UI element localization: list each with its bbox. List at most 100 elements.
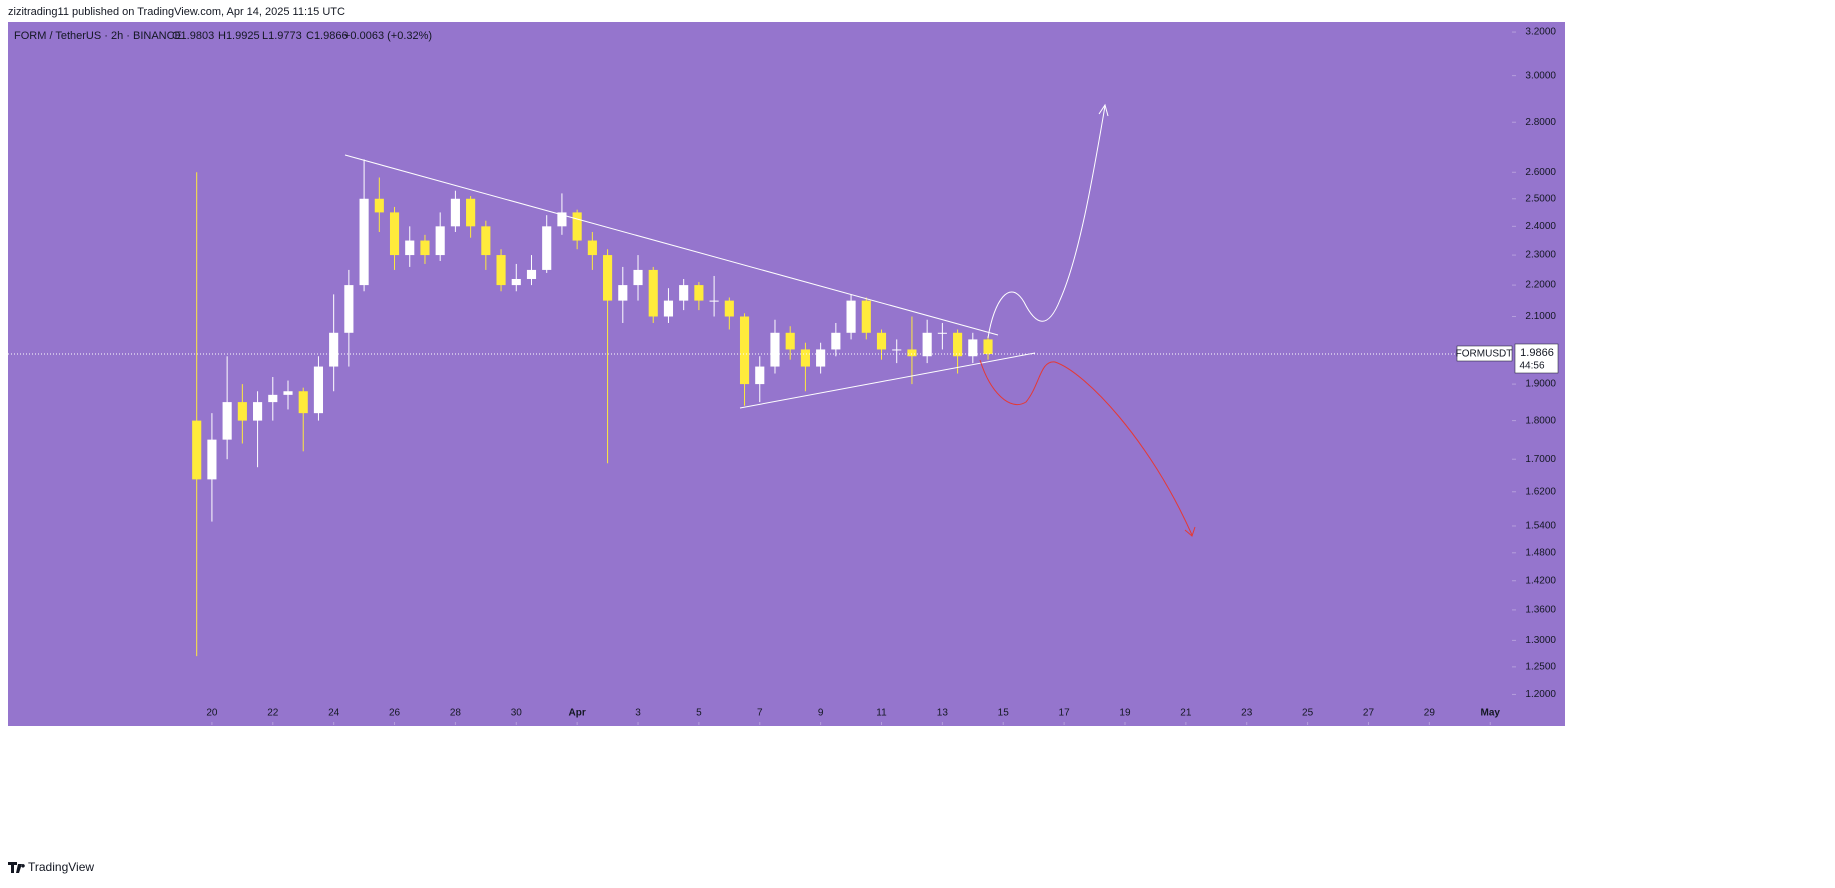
x-tick-label: 13 (937, 708, 949, 719)
chart-background (8, 22, 1565, 726)
candle-body (359, 198, 369, 286)
y-tick-label: 2.6000 (1525, 167, 1556, 178)
x-tick-label: 21 (1180, 708, 1192, 719)
candle-body (770, 332, 780, 367)
candle-body (755, 366, 765, 385)
y-tick-label: 2.2000 (1525, 280, 1556, 291)
y-tick-label: 2.4000 (1525, 221, 1556, 232)
x-tick-label: Apr (569, 708, 586, 719)
candle-body (496, 255, 506, 286)
x-tick-label: 28 (450, 708, 462, 719)
candle-body (572, 212, 582, 241)
x-tick-label: 25 (1302, 708, 1314, 719)
legend-low: L1.9773 (262, 30, 302, 42)
candle-body (374, 198, 384, 213)
candle-body (222, 402, 232, 440)
candle-body (953, 332, 963, 357)
x-tick-label: 29 (1424, 708, 1436, 719)
candle-body (694, 285, 704, 301)
y-tick-label: 1.9000 (1525, 379, 1556, 390)
candle-body (481, 226, 491, 256)
brand-name: TradingView (28, 860, 94, 874)
y-tick-label: 3.0000 (1525, 70, 1556, 81)
brand-logo (8, 862, 25, 873)
x-tick-label: 23 (1241, 708, 1253, 719)
y-tick-label: 3.2000 (1525, 27, 1556, 38)
legend: FORM / TetherUS · 2h · BINANCE O1.9803 H… (14, 30, 432, 42)
x-tick-label: May (1480, 708, 1500, 719)
legend-high: H1.9925 (218, 30, 260, 42)
x-tick-label: 11 (876, 708, 887, 719)
y-tick-label: 1.4200 (1525, 575, 1556, 586)
bullish-arrowhead (1098, 103, 1109, 117)
y-tick-label: 1.3000 (1525, 635, 1556, 646)
candle-body (207, 439, 217, 480)
candle-body (526, 269, 537, 279)
y-tick-label: 2.5000 (1525, 193, 1556, 204)
candle-body (724, 300, 734, 317)
candle-body (846, 300, 856, 333)
candle-body (663, 300, 674, 317)
brand: TradingView (8, 860, 94, 874)
candle-body (268, 394, 278, 403)
y-tick-label: 1.3600 (1525, 605, 1556, 616)
last-price-tag (1514, 343, 1559, 374)
x-tick-label: 24 (328, 708, 340, 719)
x-tick-label: 20 (206, 708, 218, 719)
candle-body (907, 349, 917, 357)
candle-body (389, 212, 400, 256)
candle-body (739, 316, 750, 385)
candle-body (861, 300, 871, 333)
lower-trendline (739, 352, 1036, 409)
candle-body (603, 255, 613, 301)
candle-body (253, 402, 263, 421)
x-tick-label: 9 (818, 708, 824, 719)
y-tick-label: 1.7000 (1525, 454, 1556, 465)
candle-body (785, 332, 795, 350)
candle-body (633, 269, 643, 286)
candle-body (557, 212, 567, 227)
x-tick-label: 27 (1363, 708, 1375, 719)
candle-body (800, 349, 810, 367)
x-tick-label: 3 (635, 708, 641, 719)
symbol-tag (1456, 345, 1513, 362)
candle-body (466, 198, 476, 227)
symbol-tag-text: FORMUSDT (1456, 349, 1513, 360)
x-tick-label: 26 (389, 708, 401, 719)
y-tick-label: 1.5400 (1525, 521, 1556, 532)
candle-body (937, 332, 947, 334)
legend-change: +0.0063 (+0.32%) (344, 30, 432, 42)
y-tick-label: 1.4800 (1525, 547, 1556, 558)
candle-body (313, 366, 324, 414)
candle-body (831, 332, 841, 350)
y-tick-label: 1.6200 (1525, 486, 1556, 497)
candle-body (709, 300, 719, 302)
candle-body (876, 332, 887, 350)
upper-trendline (344, 154, 999, 336)
y-tick-label: 2.8000 (1525, 117, 1556, 128)
price-label: FORMUSDT 1.9866 44:56 (1456, 343, 1559, 374)
x-tick-label: 17 (1059, 708, 1071, 719)
candle-body (435, 226, 445, 256)
candle-body (511, 278, 521, 286)
candle-body (344, 285, 354, 333)
x-tick-label: 5 (696, 708, 702, 719)
y-tick-label: 1.8000 (1525, 415, 1556, 426)
x-tick-label: 19 (1119, 708, 1131, 719)
candle-body (983, 339, 993, 354)
candle-body (420, 240, 430, 256)
x-tick-label: 7 (757, 708, 763, 719)
bearish-arrowhead (1184, 526, 1196, 537)
legend-close: C1.9866 (306, 30, 348, 42)
candle-body (922, 332, 932, 357)
candle-body (618, 285, 628, 301)
candle-body (648, 269, 658, 317)
candle-body (542, 226, 552, 270)
candle-body (679, 285, 689, 301)
legend-symbol: FORM / TetherUS · 2h · BINANCE (14, 30, 182, 42)
y-tick-label: 1.2000 (1525, 689, 1556, 700)
candle-body (587, 240, 597, 256)
last-price: 1.9866 (1520, 347, 1554, 359)
